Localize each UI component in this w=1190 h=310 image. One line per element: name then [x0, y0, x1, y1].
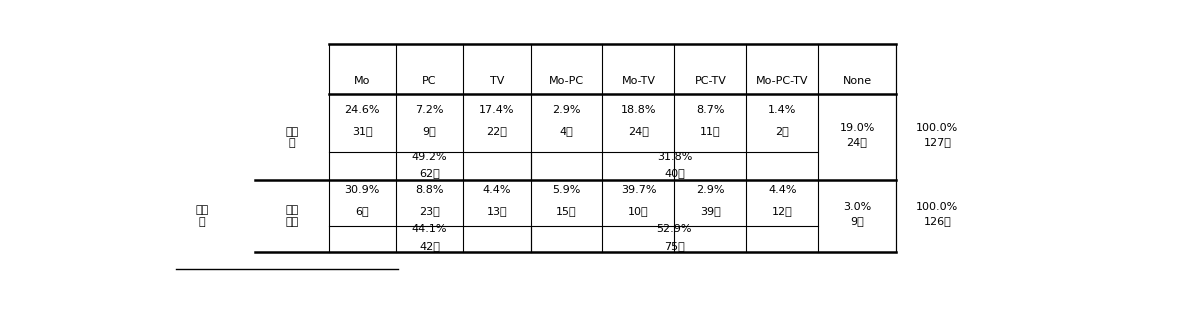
Text: PC-TV: PC-TV: [695, 76, 726, 86]
Text: 11명: 11명: [700, 126, 721, 136]
Text: 24명: 24명: [846, 137, 868, 147]
Text: 126명: 126명: [923, 216, 951, 226]
Text: 4명: 4명: [559, 126, 574, 136]
Text: 24명: 24명: [628, 126, 649, 136]
Text: 12명: 12명: [772, 206, 793, 216]
Text: 5.9%: 5.9%: [552, 185, 581, 195]
Text: Mo-PC-TV: Mo-PC-TV: [756, 76, 808, 86]
Text: 9명: 9명: [422, 126, 437, 136]
Text: Mo: Mo: [355, 76, 370, 86]
Text: 52.9%: 52.9%: [657, 224, 693, 234]
Text: 31명: 31명: [352, 126, 372, 136]
Text: 2명: 2명: [776, 126, 789, 136]
Text: 1.4%: 1.4%: [769, 105, 796, 115]
Text: 2.9%: 2.9%: [552, 105, 581, 115]
Text: 39.7%: 39.7%: [621, 185, 656, 195]
Text: 4.4%: 4.4%: [483, 185, 512, 195]
Text: Mo-TV: Mo-TV: [621, 76, 656, 86]
Text: 10명: 10명: [628, 206, 649, 216]
Text: 15명: 15명: [556, 206, 577, 216]
Text: 23명: 23명: [419, 206, 440, 216]
Text: 13명: 13명: [487, 206, 507, 216]
Text: 17.4%: 17.4%: [480, 105, 514, 115]
Text: 127명: 127명: [923, 137, 951, 147]
Text: 일반
폰: 일반 폰: [286, 127, 299, 148]
Text: 75명: 75명: [664, 241, 684, 251]
Text: 8.7%: 8.7%: [696, 105, 725, 115]
Text: 22명: 22명: [487, 126, 507, 136]
Text: 19.0%: 19.0%: [839, 123, 875, 133]
Text: None: None: [843, 76, 871, 86]
Text: 7.2%: 7.2%: [415, 105, 444, 115]
Text: 3.0%: 3.0%: [843, 202, 871, 212]
Text: 스마
트폰: 스마 트폰: [286, 206, 299, 227]
Text: 30.9%: 30.9%: [345, 185, 380, 195]
Text: 직장
인: 직장 인: [195, 206, 208, 227]
Text: 62명: 62명: [419, 168, 440, 178]
Text: 42명: 42명: [419, 241, 440, 251]
Text: 6명: 6명: [356, 206, 369, 216]
Text: 100.0%: 100.0%: [916, 123, 958, 133]
Text: 49.2%: 49.2%: [412, 152, 447, 162]
Text: Mo-PC: Mo-PC: [549, 76, 584, 86]
Text: TV: TV: [490, 76, 505, 86]
Text: 44.1%: 44.1%: [412, 224, 447, 234]
Text: 9명: 9명: [850, 216, 864, 226]
Text: 100.0%: 100.0%: [916, 202, 958, 212]
Text: 4.4%: 4.4%: [768, 185, 796, 195]
Text: 39명: 39명: [700, 206, 721, 216]
Text: PC: PC: [422, 76, 437, 86]
Text: 40명: 40명: [664, 168, 684, 178]
Text: 2.9%: 2.9%: [696, 185, 725, 195]
Text: 18.8%: 18.8%: [621, 105, 656, 115]
Text: 8.8%: 8.8%: [415, 185, 444, 195]
Text: 31.8%: 31.8%: [657, 152, 693, 162]
Text: 24.6%: 24.6%: [344, 105, 380, 115]
